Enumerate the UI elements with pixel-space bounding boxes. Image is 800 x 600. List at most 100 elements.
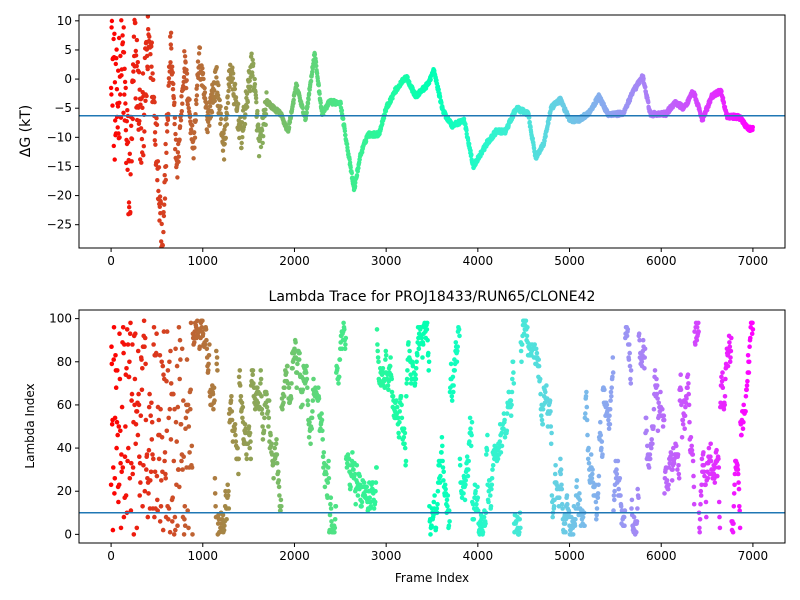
delta-g-point [170, 64, 175, 69]
lambda-point [691, 473, 696, 479]
lambda-point [130, 471, 135, 477]
lambda-point [228, 398, 234, 403]
lambda-point [716, 456, 721, 462]
lambda-point [173, 419, 179, 425]
lambda-point [654, 391, 660, 397]
lambda-point [559, 486, 565, 492]
lambda-point [214, 355, 220, 360]
lambda-point [141, 463, 146, 468]
lambda-point [181, 398, 186, 403]
lambda-point [332, 529, 337, 535]
lambda-point [276, 478, 282, 483]
lambda-point [684, 396, 689, 401]
delta-g-point [151, 77, 156, 83]
lambda-point [448, 361, 454, 367]
lambda-point [519, 342, 525, 347]
delta-g-point [133, 53, 139, 58]
lambda-point [636, 331, 642, 337]
lambda-point [413, 366, 419, 371]
lambda-point [540, 422, 546, 427]
lambda-point [164, 378, 169, 384]
lambda-point [137, 454, 142, 460]
lambda-point [456, 327, 462, 332]
delta-g-point [263, 122, 268, 128]
lambda-point [304, 363, 309, 369]
lambda-point [686, 402, 692, 408]
lambda-point [161, 372, 166, 378]
lambda-point [501, 411, 507, 416]
lambda-point [121, 350, 126, 356]
delta-g-point [342, 128, 348, 134]
lambda-point [582, 523, 587, 528]
delta-g-point [428, 77, 433, 82]
delta-g-point [117, 100, 122, 106]
delta-g-point [253, 89, 258, 95]
lambda-point [399, 402, 404, 408]
lambda-point [155, 497, 160, 503]
lambda-point [608, 389, 614, 395]
lambda-point [325, 495, 330, 501]
lambda-point [284, 370, 289, 375]
x-tick-label: 0 [107, 549, 115, 563]
delta-g-point [720, 95, 726, 101]
lambda-point [246, 424, 252, 429]
delta-g-point [118, 92, 123, 97]
lambda-point [204, 337, 209, 343]
lambda-point [133, 422, 139, 427]
lambda-point [598, 419, 603, 425]
lambda-point [174, 439, 179, 444]
lambda-point [440, 458, 445, 464]
delta-g-point [294, 83, 300, 88]
lambda-point [698, 501, 703, 507]
bottom-chart-frame [78, 309, 786, 544]
lambda-point [376, 359, 381, 365]
lambda-point [736, 486, 742, 492]
delta-g-point [380, 121, 385, 127]
delta-g-point [144, 53, 150, 59]
lambda-point [624, 333, 630, 339]
delta-g-point [150, 71, 155, 76]
lambda-point [394, 398, 399, 403]
lambda-point [426, 350, 431, 356]
lambda-point [160, 527, 166, 533]
lambda-point [353, 501, 359, 507]
delta-g-point [245, 104, 250, 110]
lambda-point [402, 441, 407, 447]
lambda-point [319, 417, 325, 423]
lambda-point [593, 499, 599, 505]
lambda-point [394, 404, 400, 410]
y-tick-label: 5 [64, 43, 72, 57]
delta-g-point [134, 37, 140, 43]
lambda-point [258, 376, 264, 382]
delta-g-point [123, 85, 128, 91]
delta-g-point [261, 134, 266, 139]
lambda-point [728, 355, 733, 360]
delta-g-point [224, 116, 229, 121]
lambda-point [457, 463, 463, 468]
lambda-point [741, 402, 746, 408]
lambda-point [445, 504, 450, 509]
lambda-point [682, 413, 688, 419]
delta-g-point [145, 66, 150, 72]
lambda-point [184, 357, 190, 362]
lambda-point [278, 497, 284, 503]
lambda-point [408, 372, 414, 378]
lambda-point [511, 370, 516, 375]
lambda-point [177, 337, 183, 343]
delta-g-point [133, 20, 138, 25]
lambda-point [126, 445, 131, 451]
lambda-point [694, 337, 700, 343]
lambda-point [676, 463, 681, 468]
lambda-point [157, 353, 163, 358]
delta-g-point [121, 110, 126, 116]
lambda-point [380, 366, 386, 371]
delta-g-point [176, 159, 181, 164]
lambda-point [606, 426, 612, 432]
lambda-point [127, 359, 132, 365]
lambda-point [590, 471, 595, 477]
delta-g-point [122, 92, 127, 97]
delta-g-point [112, 157, 117, 162]
lambda-point [547, 398, 553, 403]
delta-g-point [464, 128, 469, 133]
lambda-point [149, 419, 155, 425]
